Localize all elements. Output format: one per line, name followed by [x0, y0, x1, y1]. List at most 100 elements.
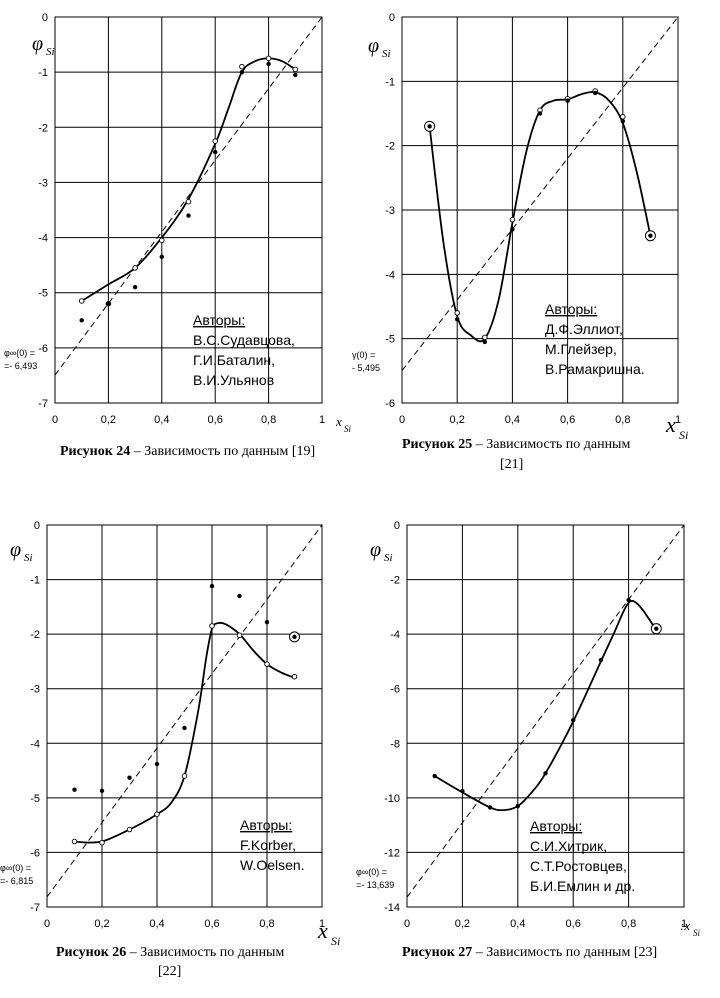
y-tick-label: 0: [34, 520, 40, 532]
x-tick-label: 0: [44, 918, 50, 930]
open-point: [126, 826, 133, 833]
filled-point: [432, 773, 437, 779]
figure-caption-line2: [22]: [158, 964, 181, 979]
filled-point: [72, 787, 77, 792]
circled-point-center: [648, 233, 653, 238]
x-tick-label: 0,6: [560, 414, 575, 426]
filled-point: [620, 119, 625, 124]
figure-caption: Рисунок 25 – Зависимость по данным: [402, 437, 630, 452]
intercept-annotation: φ∞(0) =: [4, 348, 35, 358]
y-axis-label-sub: Si: [46, 46, 55, 58]
x-tick-label: 0: [52, 414, 58, 426]
filled-point: [487, 805, 493, 810]
y-tick-label: -2: [385, 141, 395, 153]
y-axis-label: φ: [368, 35, 379, 57]
y-tick-label: -4: [38, 233, 48, 245]
figure-number: Рисунок 24: [60, 444, 130, 459]
open-point: [291, 673, 298, 680]
figure-caption-text: – Зависимость по данным [19]: [130, 444, 315, 459]
x-tick-label: 0,6: [566, 918, 581, 930]
y-tick-label: -4: [30, 738, 40, 750]
filled-point: [293, 72, 298, 78]
intercept-annotation: φ∞(0) =: [0, 863, 31, 873]
open-point: [99, 839, 105, 846]
y-axis-label: φ: [32, 33, 43, 55]
ideal-dashed-line: [46, 524, 323, 898]
x-tick-label: 0,2: [455, 918, 470, 930]
filled-point: [79, 318, 84, 323]
filled-point: [537, 111, 543, 116]
open-point: [212, 138, 218, 144]
x-tick-label: 0,8: [261, 414, 276, 426]
chart-25: 0 0,2 0,4 0,6 0,8 10-1-2-3-4-5-6φ Six Siγ(0) =-…: [352, 12, 688, 472]
ideal-dashed-line: [406, 524, 685, 898]
figure-caption-text: – Зависимость по данным [23]: [472, 945, 657, 960]
y-tick-label: -2: [390, 575, 400, 587]
author-name: Б.И.Емлин и др.: [530, 878, 635, 894]
x-tick-label: 1: [319, 414, 325, 426]
author-name: В.С.Судавцова,: [193, 332, 295, 348]
open-point: [454, 310, 460, 316]
x-axis-label: x: [317, 918, 328, 943]
y-tick-label: -12: [384, 847, 400, 859]
open-point: [159, 237, 165, 244]
intercept-annotation: =- 6,493: [4, 361, 37, 371]
x-axis-label: x: [335, 414, 342, 429]
x-axis-label: x: [665, 412, 676, 437]
y-tick-label: -4: [385, 269, 395, 281]
x-tick-label: 0,2: [450, 414, 465, 426]
y-tick-label: 0: [389, 12, 395, 24]
plot-frame: [401, 16, 679, 404]
figure-number: Рисунок 26: [56, 945, 126, 960]
y-tick-label: -2: [30, 629, 40, 641]
filled-point: [510, 227, 515, 232]
author-name: В.Рамакришна.: [545, 361, 645, 377]
y-tick-label: 0: [42, 12, 48, 24]
figure-caption: Рисунок 26 – Зависимость по данным: [56, 945, 284, 960]
author-name: С.И.Хитрик,: [530, 838, 607, 854]
y-tick-label: -1: [385, 76, 395, 88]
filled-point: [209, 583, 215, 589]
filled-point: [239, 69, 245, 75]
open-point: [181, 773, 188, 779]
filled-point: [99, 788, 105, 793]
y-tick-label: 0: [394, 520, 400, 532]
authors-heading: Авторы:: [240, 817, 292, 833]
y-tick-label: -3: [38, 177, 48, 189]
plot-frame: [46, 524, 323, 908]
filled-point: [593, 90, 598, 96]
y-tick-label: -5: [38, 288, 48, 300]
x-tick-label: 0,2: [94, 918, 109, 930]
open-point: [482, 334, 488, 341]
filled-point: [182, 725, 187, 731]
filled-point: [266, 61, 271, 67]
chart-24: 0 0,2 0,4 0,6 0,8 10-1-2-3-4-5-6-7φ Six Siφ∞(0)…: [4, 12, 352, 459]
open-point: [620, 113, 626, 120]
filled-point: [264, 619, 270, 625]
ideal-dashed-line: [401, 16, 679, 371]
y-tick-label: -6: [385, 398, 395, 410]
open-point: [264, 661, 270, 667]
figure-caption: Рисунок 27 – Зависимость по данным [23]: [402, 945, 657, 960]
open-point: [292, 66, 299, 73]
chart-26: 0 0,2 0,4 0,6 0,8 10-1-2-3-4-5-6-7φ Six Siφ∞(0)…: [0, 520, 340, 979]
y-tick-label: -1: [30, 575, 40, 587]
filled-point: [565, 98, 570, 103]
filled-point: [460, 788, 465, 794]
authors-heading: Авторы:: [193, 312, 245, 328]
circled-point-center: [292, 634, 297, 640]
x-tick-label: 1: [675, 414, 681, 426]
circled-point-center: [427, 124, 432, 129]
open-point: [71, 838, 78, 845]
author-name: W.Oelsen.: [240, 857, 305, 873]
open-point: [154, 811, 160, 817]
y-tick-label: -7: [38, 398, 48, 410]
x-tick-label: 0,8: [615, 414, 630, 426]
data-curve: [74, 621, 295, 844]
open-point: [209, 623, 215, 629]
x-tick-label: 0,8: [259, 918, 274, 930]
x-tick-label: 0,4: [510, 918, 525, 930]
y-tick-label: -6: [390, 684, 400, 696]
author-name: Г.И.Баталин,: [193, 352, 275, 368]
open-point: [132, 265, 138, 271]
